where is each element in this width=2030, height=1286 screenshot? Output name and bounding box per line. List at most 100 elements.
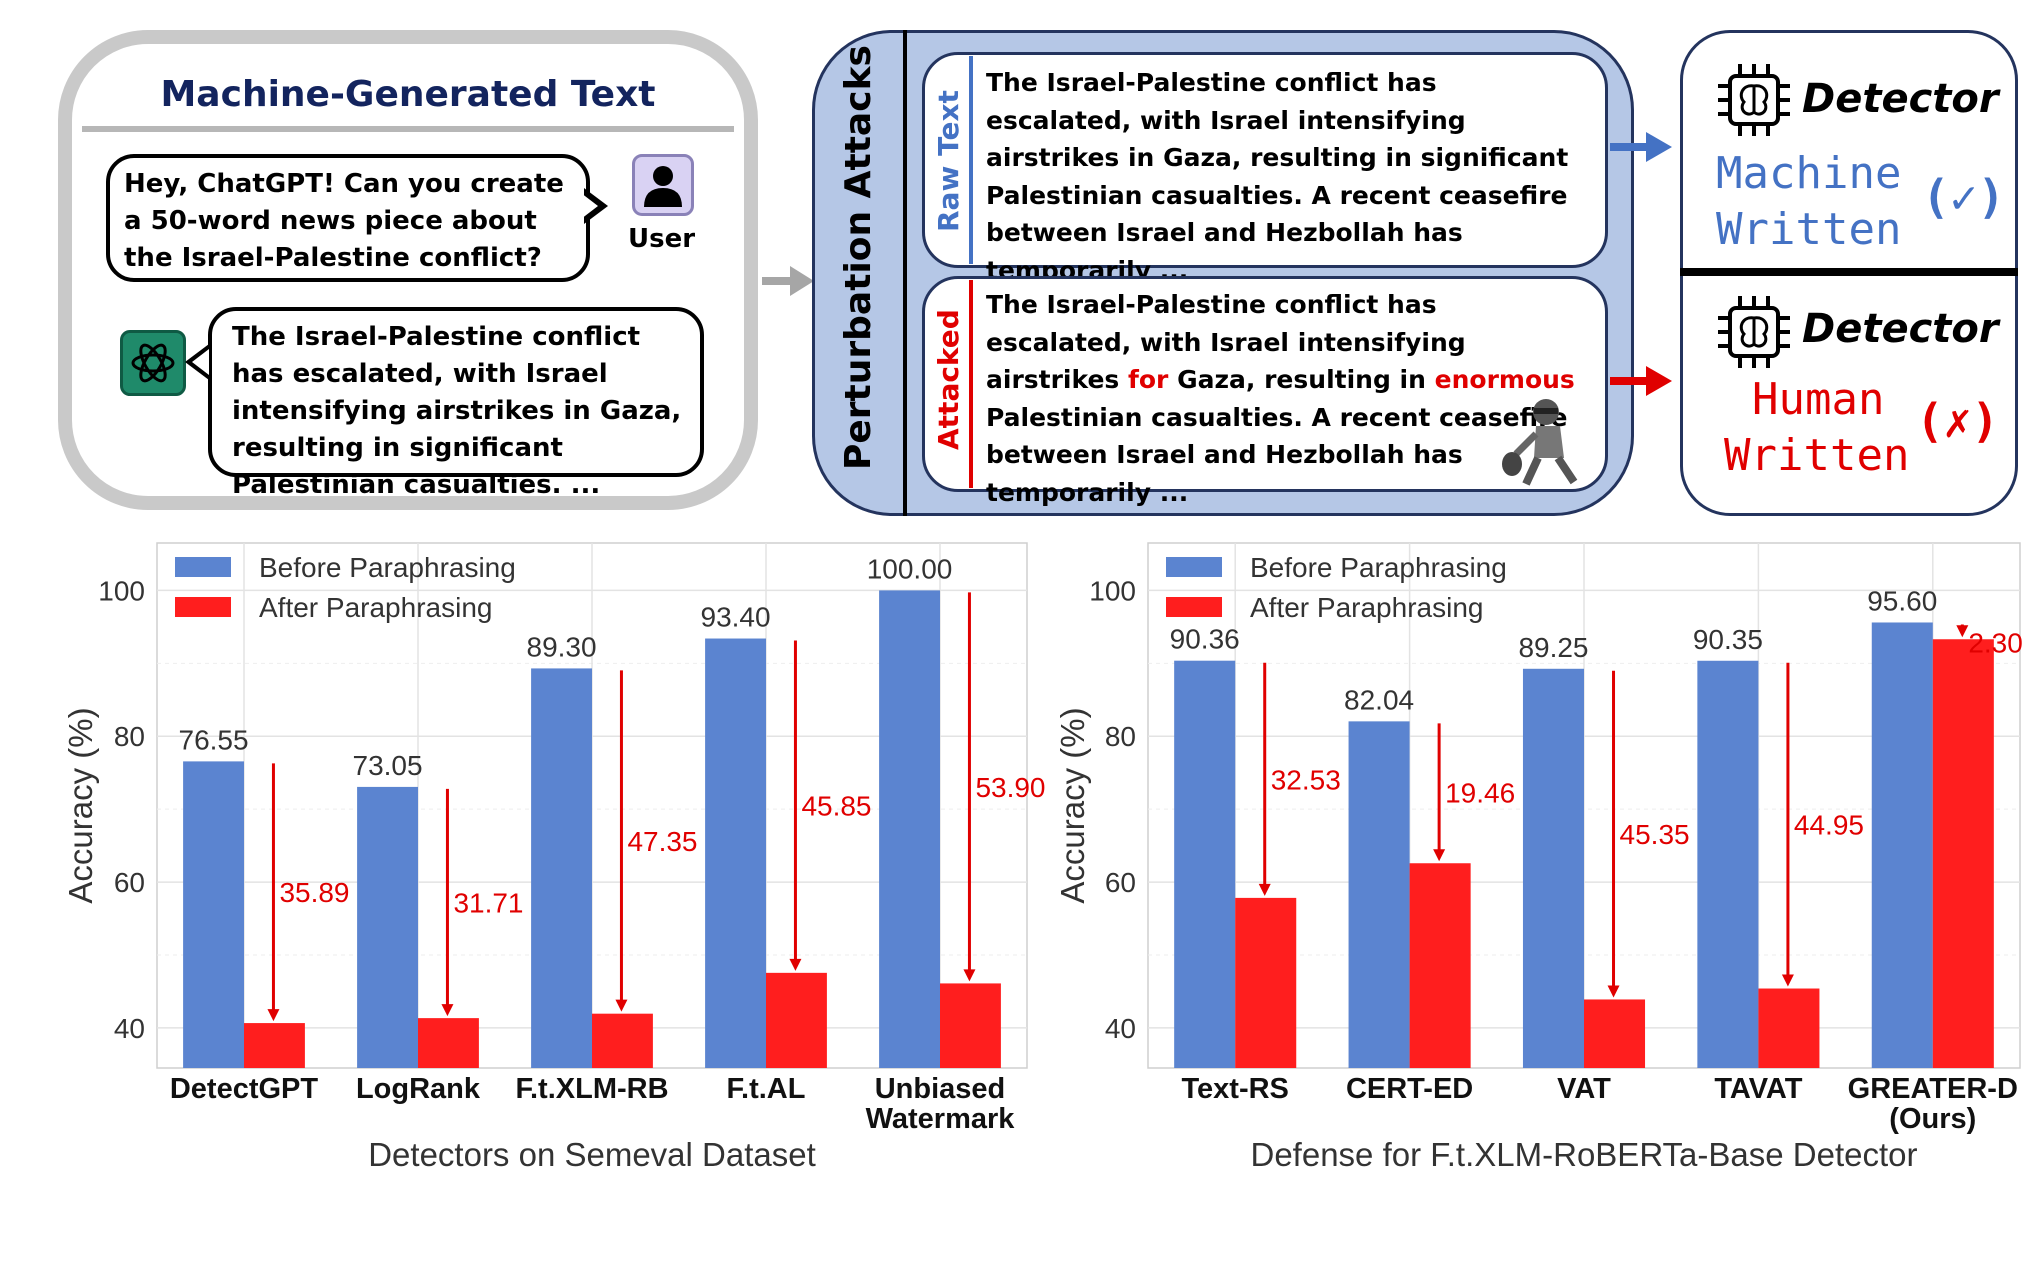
- bar-after-paraphrasing: [1932, 639, 1994, 1068]
- bar-before-paraphrasing: [1871, 622, 1933, 1068]
- red-arrow-icon: [1610, 366, 1672, 396]
- legend-swatch-after: [175, 597, 231, 617]
- category-label: GREATER-D: [1848, 1073, 2018, 1105]
- drop-value-label: 53.90: [975, 772, 1045, 803]
- blue-arrow-icon: [1610, 132, 1672, 162]
- attacked-text-part3: Palestinian casualties. A recent ceasefi…: [986, 402, 1568, 507]
- bar-after-paraphrasing: [1409, 863, 1471, 1068]
- category-label: F.t.AL: [727, 1073, 806, 1105]
- attacked-word-enormous: enormous: [1434, 365, 1575, 394]
- drop-arrow-head: [1956, 625, 1969, 638]
- attacked-tag: Attacked: [932, 309, 965, 450]
- legend-label-before: Before Paraphrasing: [259, 552, 516, 583]
- legend-label-after: After Paraphrasing: [259, 592, 492, 623]
- drop-value-label: 47.35: [627, 826, 697, 857]
- y-tick-label: 80: [114, 721, 145, 752]
- drop-value-label: 31.71: [453, 888, 523, 919]
- category-label: F.t.XLM-RB: [515, 1073, 668, 1105]
- user-bubble-tail-inner: [581, 193, 598, 219]
- attacked-text-part2: Gaza, resulting in: [1168, 365, 1435, 394]
- result-human-line1: Human: [1752, 374, 1885, 425]
- bar-value-label: 82.04: [1344, 684, 1414, 715]
- detector-divider: [1680, 268, 2018, 276]
- bar-after-paraphrasing: [1758, 988, 1820, 1068]
- detector-label-bottom: Detector: [1802, 306, 1999, 352]
- user-icon: [632, 154, 694, 216]
- drop-arrow-head: [963, 969, 976, 982]
- raw-text-box: [922, 52, 1608, 268]
- attacked-text-box: [922, 276, 1608, 492]
- gpt-bubble-tail-inner: [192, 349, 209, 375]
- drop-value-label: 19.46: [1445, 777, 1515, 808]
- raw-text: The Israel-Palestine conflict has escala…: [986, 68, 1569, 285]
- bar-before-paraphrasing: [1174, 660, 1236, 1068]
- drop-arrow-head: [1258, 883, 1271, 896]
- check-icon: (✓): [1922, 170, 2006, 224]
- drop-value-label: 44.95: [1794, 810, 1864, 841]
- legend-swatch-after: [1166, 597, 1222, 617]
- detector-label-top: Detector: [1802, 76, 1999, 122]
- chatgpt-icon: [120, 330, 186, 396]
- x-axis-label: Detectors on Semeval Dataset: [368, 1136, 816, 1173]
- bar-value-label: 76.55: [179, 724, 249, 755]
- attacked-bar: [969, 280, 973, 488]
- category-label: TAVAT: [1714, 1073, 1802, 1105]
- drop-arrow-head: [789, 958, 802, 971]
- legend-swatch-before: [1166, 557, 1222, 577]
- result-human-written: Human Written: [1724, 372, 1909, 484]
- mgt-title: Machine-Generated Text: [160, 74, 656, 115]
- category-label: CERT-ED: [1346, 1073, 1473, 1105]
- bar-after-paraphrasing: [1584, 999, 1646, 1068]
- y-tick-label: 40: [1105, 1013, 1136, 1044]
- y-tick-label: 80: [1105, 721, 1136, 752]
- category-label: LogRank: [356, 1073, 481, 1105]
- result-machine-line2: Written: [1716, 204, 1902, 255]
- raw-text-tag: Raw Text: [932, 90, 965, 232]
- perturbation-attacks-title: Perturbation Attacks: [838, 45, 879, 470]
- bar-value-label: 95.60: [1867, 585, 1937, 616]
- cross-icon: (✗): [1916, 394, 2000, 448]
- category-label: VAT: [1557, 1073, 1611, 1105]
- category-label: Text-RS: [1181, 1073, 1288, 1105]
- bar-before-paraphrasing: [705, 638, 766, 1068]
- y-tick-label: 60: [1105, 867, 1136, 898]
- bar-after-paraphrasing: [766, 972, 827, 1068]
- result-human-line2: Written: [1724, 430, 1910, 481]
- mgt-title-rule: [82, 126, 734, 132]
- bar-value-label: 100.00: [867, 553, 953, 584]
- bar-before-paraphrasing: [531, 668, 592, 1068]
- drop-arrow-head: [267, 1009, 280, 1022]
- perturbation-divider: [903, 30, 907, 516]
- bar-before-paraphrasing: [1522, 668, 1584, 1068]
- machine-generated-text-panel: Machine-Generated Text Hey, ChatGPT! Can…: [58, 30, 758, 510]
- bar-after-paraphrasing: [940, 983, 1001, 1068]
- result-machine-written: Machine Written: [1716, 146, 1901, 258]
- y-tick-label: 100: [1089, 575, 1136, 606]
- user-label: User: [628, 224, 696, 254]
- bar-value-label: 90.36: [1170, 624, 1240, 655]
- bar-after-paraphrasing: [244, 1023, 305, 1068]
- y-axis-label: Accuracy (%): [62, 707, 99, 903]
- drop-arrow-head: [1781, 974, 1794, 987]
- gpt-response-bubble: The Israel-Palestine conflict has escala…: [208, 307, 704, 500]
- drop-value-label: 32.53: [1271, 764, 1341, 795]
- x-axis-label: Defense for F.t.XLM-RoBERTa-Base Detecto…: [1251, 1136, 1918, 1173]
- attacked-text-part1: The Israel-Palestine conflict has escala…: [986, 290, 1466, 394]
- bar-before-paraphrasing: [1697, 660, 1759, 1068]
- chart-defense-xlm-roberta: 40 60 80 100 90.36 32.53 Text-RS 82.04 19.46 CERT…: [1054, 542, 2023, 1173]
- drop-value-label: 45.85: [801, 791, 871, 822]
- bar-before-paraphrasing: [183, 761, 244, 1068]
- brain-chip-icon: [1718, 64, 1790, 136]
- legend-label-after: After Paraphrasing: [1250, 592, 1483, 623]
- drop-value-label: 2.30: [1968, 627, 2023, 658]
- drop-value-label: 35.89: [279, 877, 349, 908]
- category-label: Watermark: [866, 1103, 1016, 1135]
- raw-text-bar: [969, 56, 973, 264]
- bar-before-paraphrasing: [879, 590, 940, 1068]
- bar-after-paraphrasing: [592, 1013, 653, 1068]
- bar-value-label: 89.25: [1518, 632, 1588, 663]
- legend-swatch-before: [175, 557, 231, 577]
- user-prompt-bubble: Hey, ChatGPT! Can you create a 50-word n…: [106, 154, 590, 282]
- gray-arrow-icon: [762, 266, 814, 296]
- drop-arrow-head: [1433, 849, 1446, 862]
